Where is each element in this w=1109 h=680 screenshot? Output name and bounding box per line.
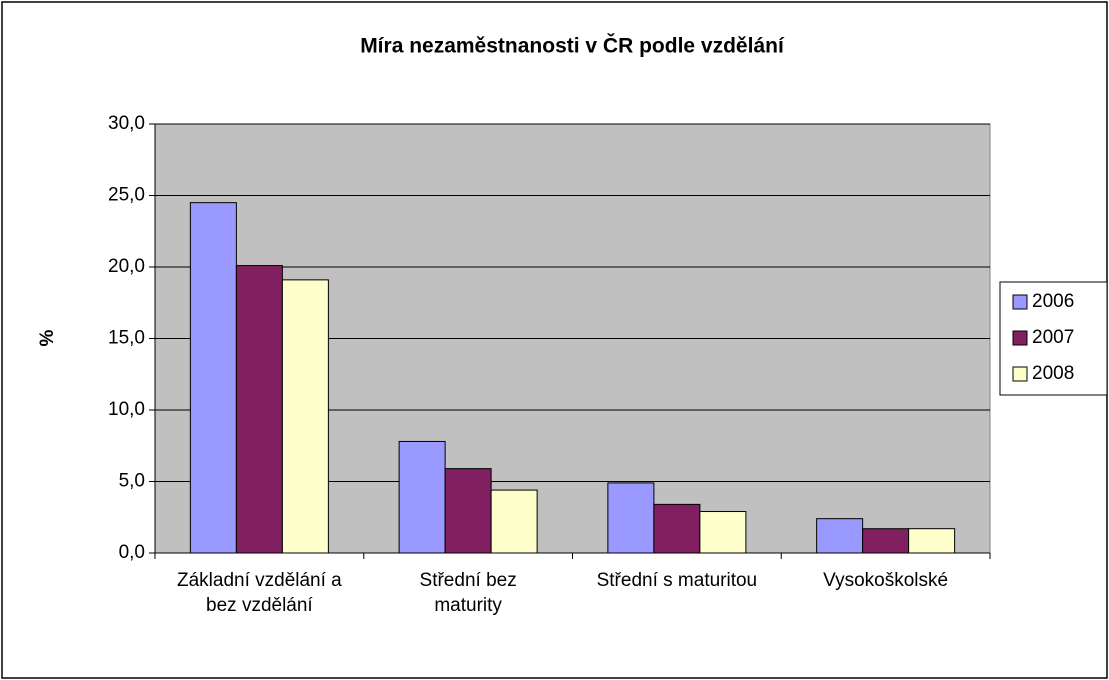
chart-title: Míra nezaměstnanosti v ČR podle vzdělání [360, 34, 785, 58]
bar [235, 265, 283, 554]
bar [398, 440, 446, 554]
legend-label: 2006 [1032, 291, 1074, 312]
legend-swatch [1012, 366, 1028, 382]
y-axis-label: % [37, 329, 58, 346]
bar [281, 279, 329, 554]
legend-label: 2007 [1032, 327, 1074, 348]
legend-label: 2008 [1032, 363, 1074, 384]
bar [444, 468, 492, 554]
legend-swatch [1012, 330, 1028, 346]
x-tick-label: Střední s maturitou [596, 570, 758, 591]
y-tick-label: 30,0 [108, 113, 145, 134]
x-tick-label: Vysokoškolské [823, 570, 949, 591]
y-tick-label: 0,0 [119, 542, 145, 563]
legend-swatch [1012, 294, 1028, 310]
x-tick-label: Střední bez maturity [419, 570, 517, 616]
bar [699, 511, 747, 554]
bar [607, 482, 655, 554]
bar [653, 503, 701, 554]
x-tick-label: Základní vzdělání a bez vzdělání [176, 570, 342, 616]
bar [189, 202, 237, 554]
y-tick-label: 10,0 [108, 399, 145, 420]
y-tick-label: 5,0 [119, 471, 145, 492]
bar [490, 489, 538, 554]
bar [816, 518, 864, 554]
y-tick-label: 25,0 [108, 185, 145, 206]
bar [862, 528, 910, 554]
y-tick-label: 20,0 [108, 256, 145, 277]
y-tick-label: 15,0 [108, 328, 145, 349]
bar [908, 528, 956, 554]
